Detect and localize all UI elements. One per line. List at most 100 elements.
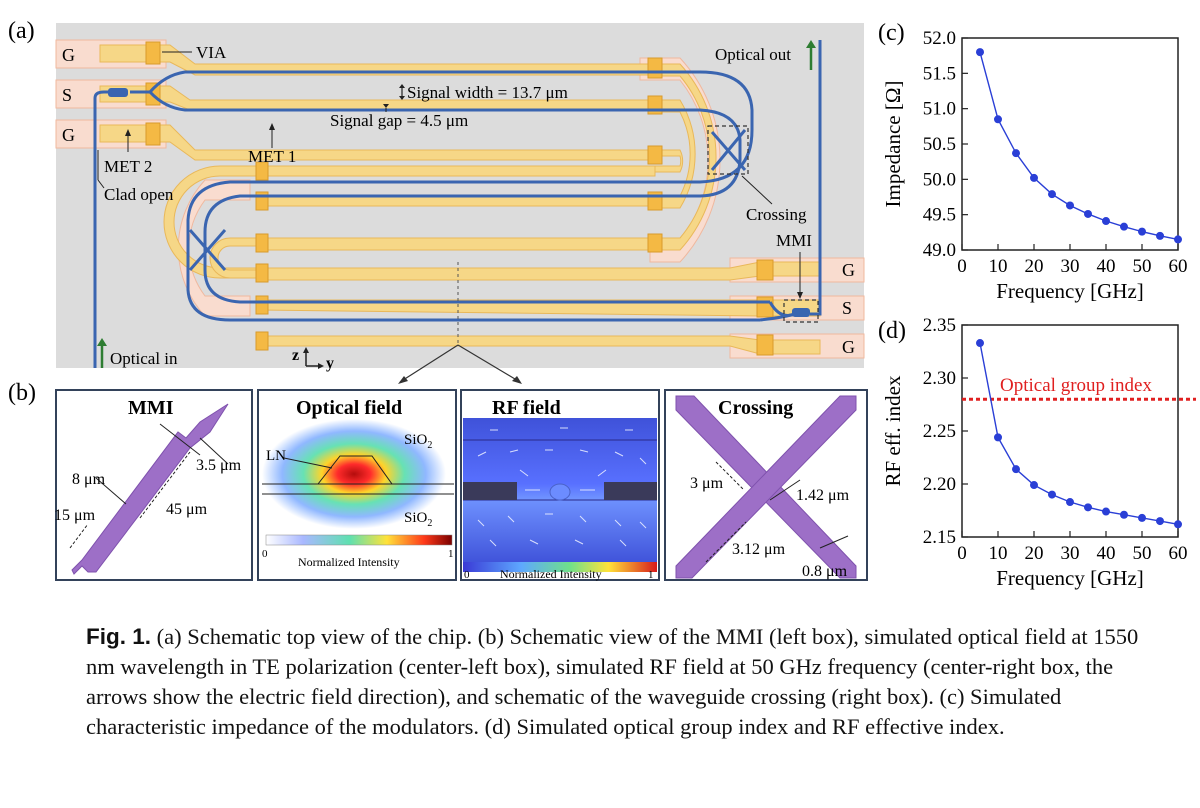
data-point [1030, 481, 1038, 490]
data-point [1102, 217, 1110, 226]
panel-label-d: (d) [878, 318, 906, 344]
rf-colorbar [463, 562, 657, 572]
y-axis-label: RF eff. index [881, 375, 905, 487]
inset-mmi: MMI 3.5 μm 8 μm 45 μm 15 μm [54, 389, 253, 581]
optical-colorbar [265, 534, 453, 546]
chart-impedance: 0 10 20 30 40 50 60 49.0 49.5 50.0 50.5 51.0 51.5 52.… [881, 28, 1188, 303]
data-point [1174, 235, 1182, 244]
optical-sio2-top: SiO2 [404, 432, 432, 451]
x-tick-label: 50 [1133, 543, 1152, 564]
y-axis-label: Impedance [Ω] [881, 81, 905, 208]
data-point [1012, 149, 1020, 158]
x-axis-label: Frequency [GHz] [996, 279, 1144, 303]
panel-label-a: (a) [8, 18, 35, 44]
x-tick-label: 10 [989, 543, 1008, 564]
data-point [1084, 503, 1092, 512]
label-optical-in: Optical in [110, 349, 178, 368]
data-point [1138, 513, 1146, 522]
data-point [1084, 209, 1092, 218]
data-point [994, 115, 1002, 124]
mmi-dim-taper: 15 μm [54, 507, 96, 524]
optical-cbar-min: 0 [262, 548, 268, 560]
label-signal-gap: Signal gap = 4.5 μm [330, 111, 468, 130]
data-point [1138, 227, 1146, 236]
data-point [1156, 231, 1164, 240]
x-tick-label: 20 [1025, 543, 1044, 564]
optical-out-arrow [806, 40, 816, 48]
x-tick-label: 60 [1169, 543, 1188, 564]
y-tick-label: 52.0 [923, 28, 956, 49]
optical-sio2-bottom: SiO2 [404, 510, 432, 529]
mmi-dim-length-short: 8 μm [72, 471, 106, 488]
inset-crossing: Crossing 3 μm 1.42 μm 3.12 μm 0.8 μm [664, 389, 868, 581]
label-optical-out: Optical out [715, 45, 791, 64]
data-point [976, 48, 984, 57]
label-met1: MET 1 [248, 147, 296, 166]
pad-right-s: S [842, 298, 852, 318]
data-point [1156, 517, 1164, 526]
plot-frame [961, 37, 1179, 251]
label-via: VIA [196, 43, 227, 62]
pad-left-g-top: G [62, 45, 75, 65]
pad-right-g-bottom: G [842, 337, 855, 357]
x-tick-label: 60 [1169, 256, 1188, 277]
inset-mmi-title: MMI [128, 397, 174, 419]
data-point [976, 339, 984, 348]
panel-label-c: (c) [878, 20, 905, 46]
axis-y-label: y [326, 355, 334, 372]
crossing-dim-b: 1.42 μm [796, 487, 850, 504]
data-point [1102, 507, 1110, 516]
y-tick-label: 2.35 [923, 315, 956, 336]
x-tick-label: 0 [957, 256, 967, 277]
axis-z-label: z [292, 347, 299, 364]
x-tick-label: 40 [1097, 543, 1116, 564]
rf-field-arrows [477, 427, 647, 547]
mmi-dim-length: 45 μm [166, 501, 208, 518]
pad-left-s: S [62, 85, 72, 105]
x-tick-label: 30 [1061, 543, 1080, 564]
series-line [979, 51, 1179, 241]
y-tick-label: 51.0 [923, 99, 956, 120]
reference-line-label: Optical group index [1000, 375, 1152, 396]
optical-ln-label: LN [266, 448, 286, 464]
inset-optical-field: Optical field SiO2 SiO2 LN 0 1 Normalize… [257, 389, 457, 581]
optical-cbar-label: Normalized Intensity [298, 555, 400, 569]
panel-label-b: (b) [8, 380, 36, 406]
crossing-dim-a: 3 μm [690, 475, 724, 492]
label-clad-open: Clad open [104, 185, 174, 204]
data-point [1174, 520, 1182, 529]
mmi-dim-width: 3.5 μm [196, 457, 242, 474]
mmi-dashed-box [783, 299, 819, 323]
label-met2: MET 2 [104, 157, 152, 176]
pad-left-g-bottom: G [62, 125, 75, 145]
data-point [1120, 222, 1128, 231]
label-crossing: Crossing [746, 205, 807, 224]
x-tick-label: 50 [1133, 256, 1152, 277]
mmi-input-splitter [108, 88, 128, 97]
crossing-dim-d: 0.8 μm [802, 563, 848, 580]
metal-traces [99, 44, 821, 355]
pad-right-g-top: G [842, 260, 855, 280]
y-tick-label: 2.20 [923, 474, 956, 495]
x-tick-label: 30 [1061, 256, 1080, 277]
data-point [1120, 510, 1128, 519]
data-point [1012, 465, 1020, 474]
series-line [979, 342, 1179, 525]
rf-cbar-label: Normalized Intensity [500, 567, 602, 581]
chart-rf-index: 0 10 20 30 40 50 60 2.15 2.20 2.25 2.30 2.35 Frequen… [881, 315, 1196, 590]
data-point [994, 433, 1002, 442]
y-tick-label: 50.5 [923, 134, 956, 155]
x-axis-label: Frequency [GHz] [996, 566, 1144, 590]
y-tick-label: 2.30 [923, 368, 956, 389]
label-mmi: MMI [776, 231, 812, 250]
data-point [1048, 490, 1056, 499]
data-point [1030, 173, 1038, 182]
y-tick-label: 50.0 [923, 169, 956, 190]
label-signal-width: Signal width = 13.7 μm [407, 83, 568, 102]
y-tick-label: 49.5 [923, 205, 956, 226]
inset-rf-field: RF field 0 1 Normalized Intensity [460, 389, 660, 581]
crossing-dim-c: 3.12 μm [732, 541, 786, 558]
y-tick-label: 2.15 [923, 527, 956, 548]
data-point [1048, 190, 1056, 199]
